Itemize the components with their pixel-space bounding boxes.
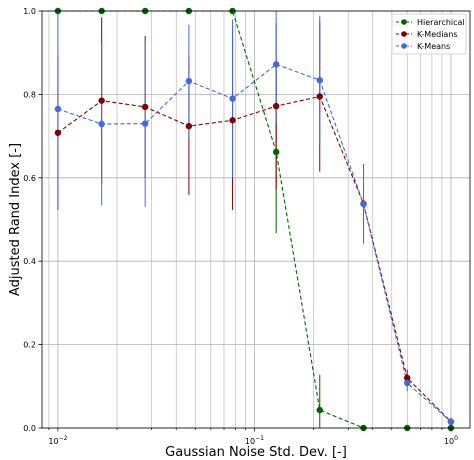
data-point-k-medians — [404, 374, 411, 382]
data-point-k-means — [447, 418, 455, 425]
x-tick-label: 10−1 — [245, 435, 264, 446]
legend-marker — [401, 19, 407, 25]
y-tick-label: 0.0 — [23, 424, 36, 433]
data-point-k-medians — [54, 129, 62, 136]
data-point-k-medians — [98, 97, 105, 104]
data-point-k-means — [404, 379, 411, 387]
data-point-k-means — [98, 120, 105, 128]
y-tick-label: 0.6 — [23, 174, 36, 183]
legend-marker — [401, 43, 407, 49]
data-point-k-medians — [272, 102, 280, 110]
data-point-k-medians — [141, 103, 149, 111]
data-point-k-means — [185, 77, 193, 85]
legend-label: K-Medians — [417, 30, 458, 39]
data-point-k-means — [141, 120, 149, 127]
x-tick-exponent: −1 — [255, 435, 264, 442]
x-tick-label: 100 — [444, 435, 458, 446]
data-point-k-means — [316, 77, 323, 84]
legend-label: Hierarchical — [417, 18, 465, 27]
data-point-hierarchical — [272, 148, 280, 156]
data-point-k-means — [54, 105, 62, 113]
plot-frame — [41, 10, 471, 429]
series-markers — [54, 7, 455, 432]
legend-box — [391, 13, 467, 55]
x-tick-base: 10 — [48, 437, 58, 446]
data-point-k-medians — [316, 93, 323, 100]
y-tick-label: 0.8 — [23, 90, 36, 99]
data-point-hierarchical — [316, 406, 323, 414]
series-line-k-means — [57, 63, 452, 423]
x-tick-exponent: 0 — [454, 435, 458, 442]
y-tick-label: 0.4 — [23, 257, 36, 266]
x-axis-label: Gaussian Noise Std. Dev. [-] — [165, 445, 347, 460]
y-axis-label: Adjusted Rand Index [-] — [8, 143, 23, 296]
x-tick-exponent: −2 — [59, 435, 68, 442]
legend: Hierarchical K-Medians K-Means — [391, 13, 467, 55]
x-tick-label: 10−2 — [48, 435, 67, 446]
axis-ticks: 0.00.20.40.60.81.010−2 10−1 100 — [23, 7, 458, 446]
legend-label: K-Means — [417, 42, 450, 51]
data-point-k-medians — [229, 117, 236, 124]
grid — [42, 10, 470, 429]
y-tick-label: 0.2 — [23, 341, 36, 350]
x-tick-base: 10 — [245, 437, 255, 446]
y-tick-label: 1.0 — [23, 7, 36, 16]
data-point-k-means — [229, 95, 236, 102]
data-point-k-medians — [185, 122, 193, 130]
data-point-k-means — [272, 61, 280, 68]
x-tick-base: 10 — [444, 437, 454, 446]
data-point-k-means — [360, 200, 367, 208]
legend-marker — [401, 31, 407, 37]
